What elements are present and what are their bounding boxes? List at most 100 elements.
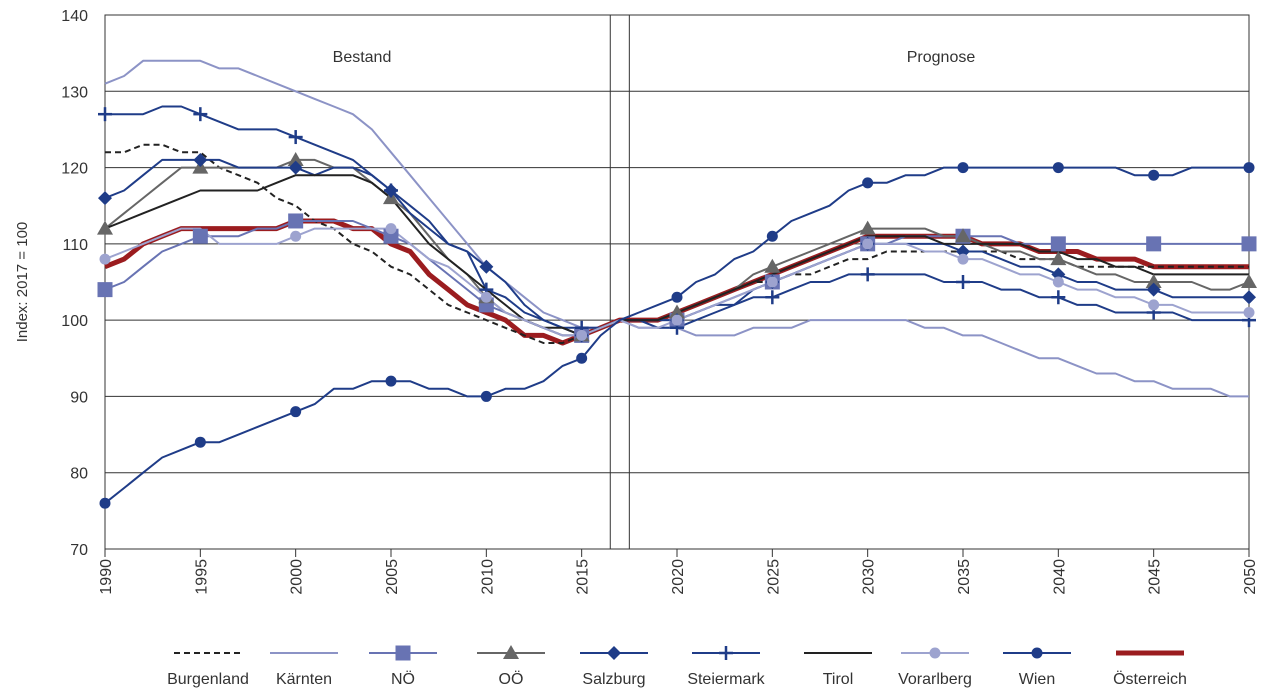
y-tick-label: 100 [61, 313, 88, 330]
series-layer [104, 59, 1250, 504]
point-nö [288, 213, 304, 229]
x-tick-label: 2050 [1242, 559, 1259, 595]
y-tick-label: 140 [61, 8, 88, 25]
point-nö [97, 282, 113, 298]
point-wien [99, 497, 111, 509]
point-wien [290, 406, 302, 418]
legend-item-nö: NÖ [369, 645, 437, 688]
point-wien [1052, 162, 1064, 174]
legend-marker-steiermark [719, 646, 733, 660]
point-salzburg [1242, 290, 1256, 305]
y-tick-label: 90 [70, 389, 88, 406]
legend-item-steiermark: Steiermark [687, 646, 766, 688]
point-steiermark [98, 107, 112, 122]
legend-item-oö: OÖ [477, 645, 545, 688]
marker-layer [97, 107, 1257, 509]
point-vorarlberg [957, 253, 969, 265]
x-tick-label: 2035 [956, 559, 973, 595]
point-oö [287, 151, 304, 166]
point-salzburg [193, 152, 208, 167]
point-nö [192, 228, 208, 244]
x-tick-label: 2000 [289, 559, 306, 595]
point-oö [764, 258, 781, 273]
legend-marker-nö [395, 645, 411, 661]
point-wien [576, 352, 588, 364]
point-oö [669, 304, 685, 319]
x-tick-label: 1995 [193, 559, 210, 595]
x-tick-label: 2025 [765, 559, 782, 595]
point-wien [194, 436, 206, 448]
point-steiermark [1051, 290, 1066, 305]
point-salzburg [479, 259, 494, 274]
point-steiermark [860, 267, 875, 282]
point-wien [671, 291, 683, 303]
point-wien [1148, 169, 1160, 181]
x-tick-label: 2005 [384, 559, 401, 595]
point-vorarlberg [99, 253, 111, 265]
point-wien [957, 162, 969, 174]
legend-item-wien: Wien [1003, 647, 1071, 688]
axis-layer: 70 80 90 100 110 120 130 140 1990 1995 2000 2005 201… [61, 8, 1259, 595]
legend-item-salzburg: Salzburg [580, 646, 648, 688]
legend-label-oö: OÖ [499, 670, 524, 688]
point-vorarlberg [1148, 299, 1160, 311]
legend-label-nö: NÖ [391, 670, 415, 688]
point-wien [385, 375, 397, 387]
legend-label-vorarlberg: Vorarlberg [898, 671, 972, 688]
point-vorarlberg [385, 223, 397, 235]
point-steiermark [288, 130, 303, 145]
legend-marker-salzburg [607, 646, 621, 660]
legend: Burgenland Kärnten NÖ OÖ Salzburg Steiermark T… [167, 645, 1187, 688]
point-oö [97, 220, 113, 235]
y-axis-label: Index: 2017 = 100 [14, 222, 31, 343]
point-steiermark [193, 107, 208, 122]
point-salzburg [1146, 282, 1161, 297]
point-wien [862, 177, 874, 189]
legend-marker-wien [1031, 647, 1043, 659]
point-wien [1243, 162, 1255, 174]
point-oö [955, 228, 971, 243]
point-oö [1050, 251, 1067, 266]
point-wien [480, 390, 492, 402]
x-tick-label: 2040 [1051, 559, 1068, 595]
divider-layer [609, 15, 630, 549]
annotation-left: Bestand [333, 49, 392, 66]
x-tick-label: 2015 [575, 559, 592, 595]
x-tick-label: 2045 [1147, 559, 1164, 595]
point-vorarlberg [576, 329, 588, 341]
legend-item-tirol: Tirol [804, 652, 872, 688]
legend-label-tirol: Tirol [823, 671, 854, 688]
point-vorarlberg [766, 276, 778, 288]
y-tick-label: 130 [61, 84, 88, 101]
legend-item-vorarlberg: Vorarlberg [898, 647, 972, 688]
point-oö [859, 220, 876, 235]
point-vorarlberg [671, 314, 683, 326]
legend-label-steiermark: Steiermark [687, 671, 765, 688]
point-nö [1146, 236, 1162, 252]
y-tick-label: 80 [70, 466, 88, 483]
point-nö [1241, 236, 1257, 252]
legend-label-salzburg: Salzburg [582, 671, 645, 688]
legend-marker-vorarlberg [929, 647, 941, 659]
legend-item-österreich: Österreich [1113, 650, 1187, 688]
series-line-wien [104, 166, 1249, 504]
point-nö [1050, 236, 1066, 252]
legend-label-wien: Wien [1019, 671, 1055, 688]
legend-item-burgenland: Burgenland [167, 652, 249, 688]
y-tick-label: 70 [70, 542, 88, 559]
point-vorarlberg [480, 291, 492, 303]
legend-label-österreich: Österreich [1113, 670, 1187, 688]
point-oö [1145, 274, 1162, 288]
x-tick-label: 1990 [98, 559, 115, 595]
point-salzburg [288, 160, 303, 175]
point-oö [1241, 274, 1257, 288]
legend-label-kärnten: Kärnten [276, 671, 332, 688]
point-vorarlberg [1052, 276, 1064, 288]
x-tick-label: 2030 [861, 559, 878, 595]
point-steiermark [384, 183, 398, 198]
x-tick-label: 2010 [479, 559, 496, 595]
point-vorarlberg [862, 238, 874, 250]
legend-label-burgenland: Burgenland [167, 671, 249, 688]
annotation-right: Prognose [907, 49, 976, 66]
legend-item-kärnten: Kärnten [270, 652, 338, 688]
